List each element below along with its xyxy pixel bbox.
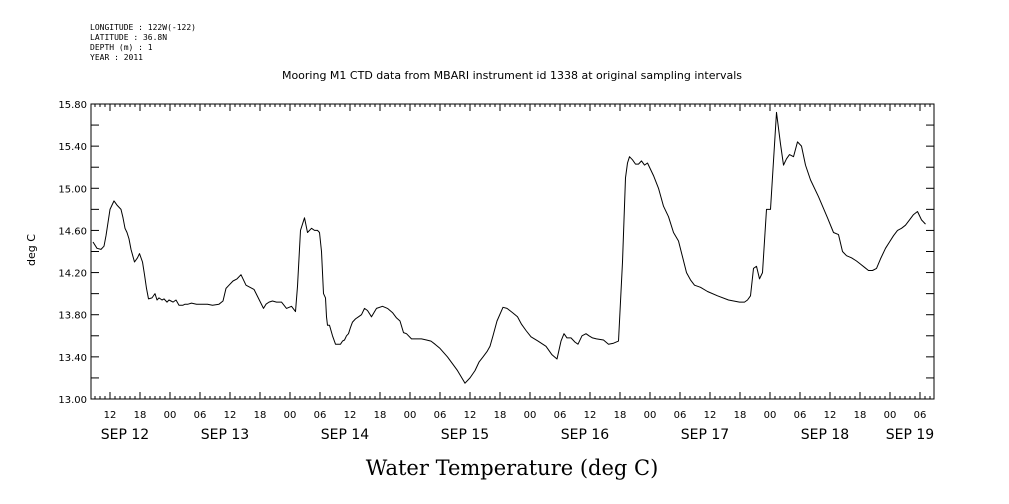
x-day-label: SEP 16	[561, 427, 610, 443]
x-tick-label: 12	[344, 410, 357, 421]
y-tick-label: 14.60	[58, 226, 87, 237]
x-tick-label: 18	[734, 410, 747, 421]
x-day-label: SEP 14	[321, 427, 370, 443]
x-day-label: SEP 12	[101, 427, 149, 443]
x-tick-label: 12	[104, 410, 117, 421]
x-tick-label: 12	[224, 410, 237, 421]
metadata-block: LONGITUDE : 122W(-122) LATITUDE : 36.8N …	[90, 23, 196, 62]
x-tick-label: 06	[674, 410, 687, 421]
x-tick-label: 00	[404, 410, 417, 421]
y-tick-label: 15.00	[58, 184, 87, 195]
x-tick-label: 12	[584, 410, 597, 421]
x-tick-label: 00	[764, 410, 777, 421]
data-series	[92, 111, 926, 384]
x-tick-label: 12	[824, 410, 837, 421]
x-tick-label: 06	[194, 410, 207, 421]
x-tick-label: 06	[554, 410, 567, 421]
y-tick-label: 13.00	[58, 395, 87, 406]
x-tick-label: 06	[314, 410, 327, 421]
x-tick-label: 06	[434, 410, 447, 421]
y-tick-label: 14.20	[58, 269, 87, 280]
x-day-label: SEP 15	[441, 427, 489, 443]
x-tick-label: 18	[854, 410, 867, 421]
x-day-label: SEP 19	[886, 427, 934, 443]
year-label: YEAR : 2011	[90, 53, 143, 62]
x-tick-label: 00	[884, 410, 897, 421]
temperature-line	[92, 111, 926, 384]
x-tick-label: 18	[134, 410, 147, 421]
chart-title: Mooring M1 CTD data from MBARI instrumen…	[282, 69, 742, 82]
x-tick-label: 18	[614, 410, 627, 421]
x-axis-label: Water Temperature (deg C)	[366, 456, 659, 480]
x-day-label: SEP 17	[681, 427, 729, 443]
latitude-label: LATITUDE : 36.8N	[90, 33, 167, 42]
x-tick-label: 06	[914, 410, 927, 421]
depth-label: DEPTH (m) : 1	[90, 43, 153, 52]
x-tick-label: 18	[374, 410, 387, 421]
axes: 12 18 00 06 12 18 00 06 12 18 00 06 12 18 00 06 12 18 00 06…	[58, 100, 934, 443]
y-tick-label: 15.40	[58, 142, 87, 153]
y-tick-label: 13.80	[58, 311, 87, 322]
longitude-label: LONGITUDE : 122W(-122)	[90, 23, 196, 32]
y-tick-label: 15.80	[58, 100, 87, 111]
x-tick-label: 00	[644, 410, 657, 421]
y-tick-label: 13.40	[58, 353, 87, 364]
y-axis-label: deg C	[25, 234, 38, 266]
x-tick-label: 18	[494, 410, 507, 421]
x-tick-label: 12	[704, 410, 717, 421]
x-tick-label: 00	[284, 410, 297, 421]
x-day-label: SEP 13	[201, 427, 249, 443]
plot-frame	[90, 103, 935, 400]
x-tick-label: 00	[164, 410, 177, 421]
x-tick-label: 06	[794, 410, 807, 421]
x-tick-label: 12	[464, 410, 477, 421]
x-day-label: SEP 18	[801, 427, 849, 443]
x-tick-label: 18	[254, 410, 267, 421]
x-tick-label: 00	[524, 410, 537, 421]
